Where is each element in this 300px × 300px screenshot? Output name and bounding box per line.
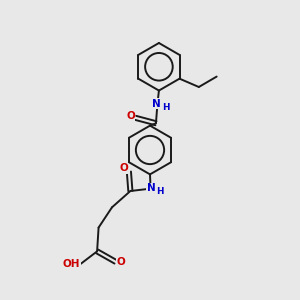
Text: N: N [152, 99, 160, 109]
Text: OH: OH [62, 259, 80, 269]
Text: O: O [119, 163, 128, 173]
Text: O: O [116, 257, 125, 267]
Text: O: O [126, 110, 135, 121]
Text: H: H [162, 103, 169, 112]
Text: N: N [147, 183, 156, 193]
Text: H: H [156, 187, 164, 196]
